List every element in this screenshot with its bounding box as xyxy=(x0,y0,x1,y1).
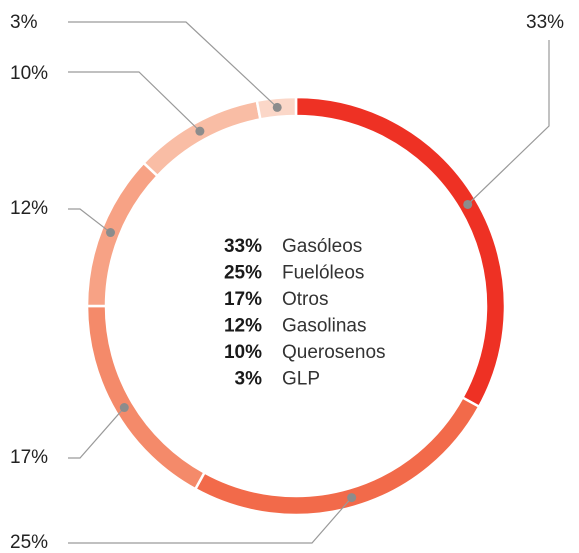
legend-category: Gasóleos xyxy=(282,236,362,257)
legend-percentage: 33% xyxy=(224,236,262,257)
leader-line xyxy=(68,208,111,234)
legend-category: Gasolinas xyxy=(282,316,367,337)
leader-line xyxy=(467,40,550,205)
legend-percentage: 10% xyxy=(224,342,262,363)
leader-dot xyxy=(347,493,357,503)
slice-label: 10% xyxy=(10,63,48,84)
legend-category: Querosenos xyxy=(282,342,386,363)
slice-gasolinas xyxy=(85,161,160,308)
leader-dot xyxy=(119,403,129,413)
leader-dot xyxy=(106,228,116,238)
leader-lines xyxy=(68,21,550,544)
slice-label: 25% xyxy=(10,532,48,553)
leader-dot xyxy=(272,102,282,112)
leader-line xyxy=(68,21,278,108)
slice-querosenos xyxy=(141,99,262,178)
leader-line xyxy=(68,71,201,132)
center-legend: 33% Gasóleos 25% Fuelóleos 17% Otros 12% Gasoli… xyxy=(224,236,386,390)
leader-line xyxy=(68,497,353,544)
slice-label: 33% xyxy=(526,12,564,33)
legend-category: Fuelóleos xyxy=(282,263,364,284)
slice-fuelóleos xyxy=(193,395,481,517)
slice-label: 12% xyxy=(10,198,48,219)
slice-label: 3% xyxy=(10,12,38,33)
legend-percentage: 3% xyxy=(235,369,263,390)
legend-percentage: 25% xyxy=(224,263,262,284)
legend-category: Otros xyxy=(282,289,328,310)
legend-category: GLP xyxy=(282,369,320,390)
legend-percentage: 17% xyxy=(224,289,262,310)
leader-dot xyxy=(195,126,205,136)
donut-slices xyxy=(85,95,507,517)
slice-otros xyxy=(85,304,207,491)
percentage-labels: 33% 25% 17% 12% 10% 3% xyxy=(10,12,564,553)
slice-label: 17% xyxy=(10,447,48,468)
leader-dot xyxy=(463,199,473,209)
leader-line xyxy=(68,407,125,459)
legend-percentage: 12% xyxy=(224,316,262,337)
